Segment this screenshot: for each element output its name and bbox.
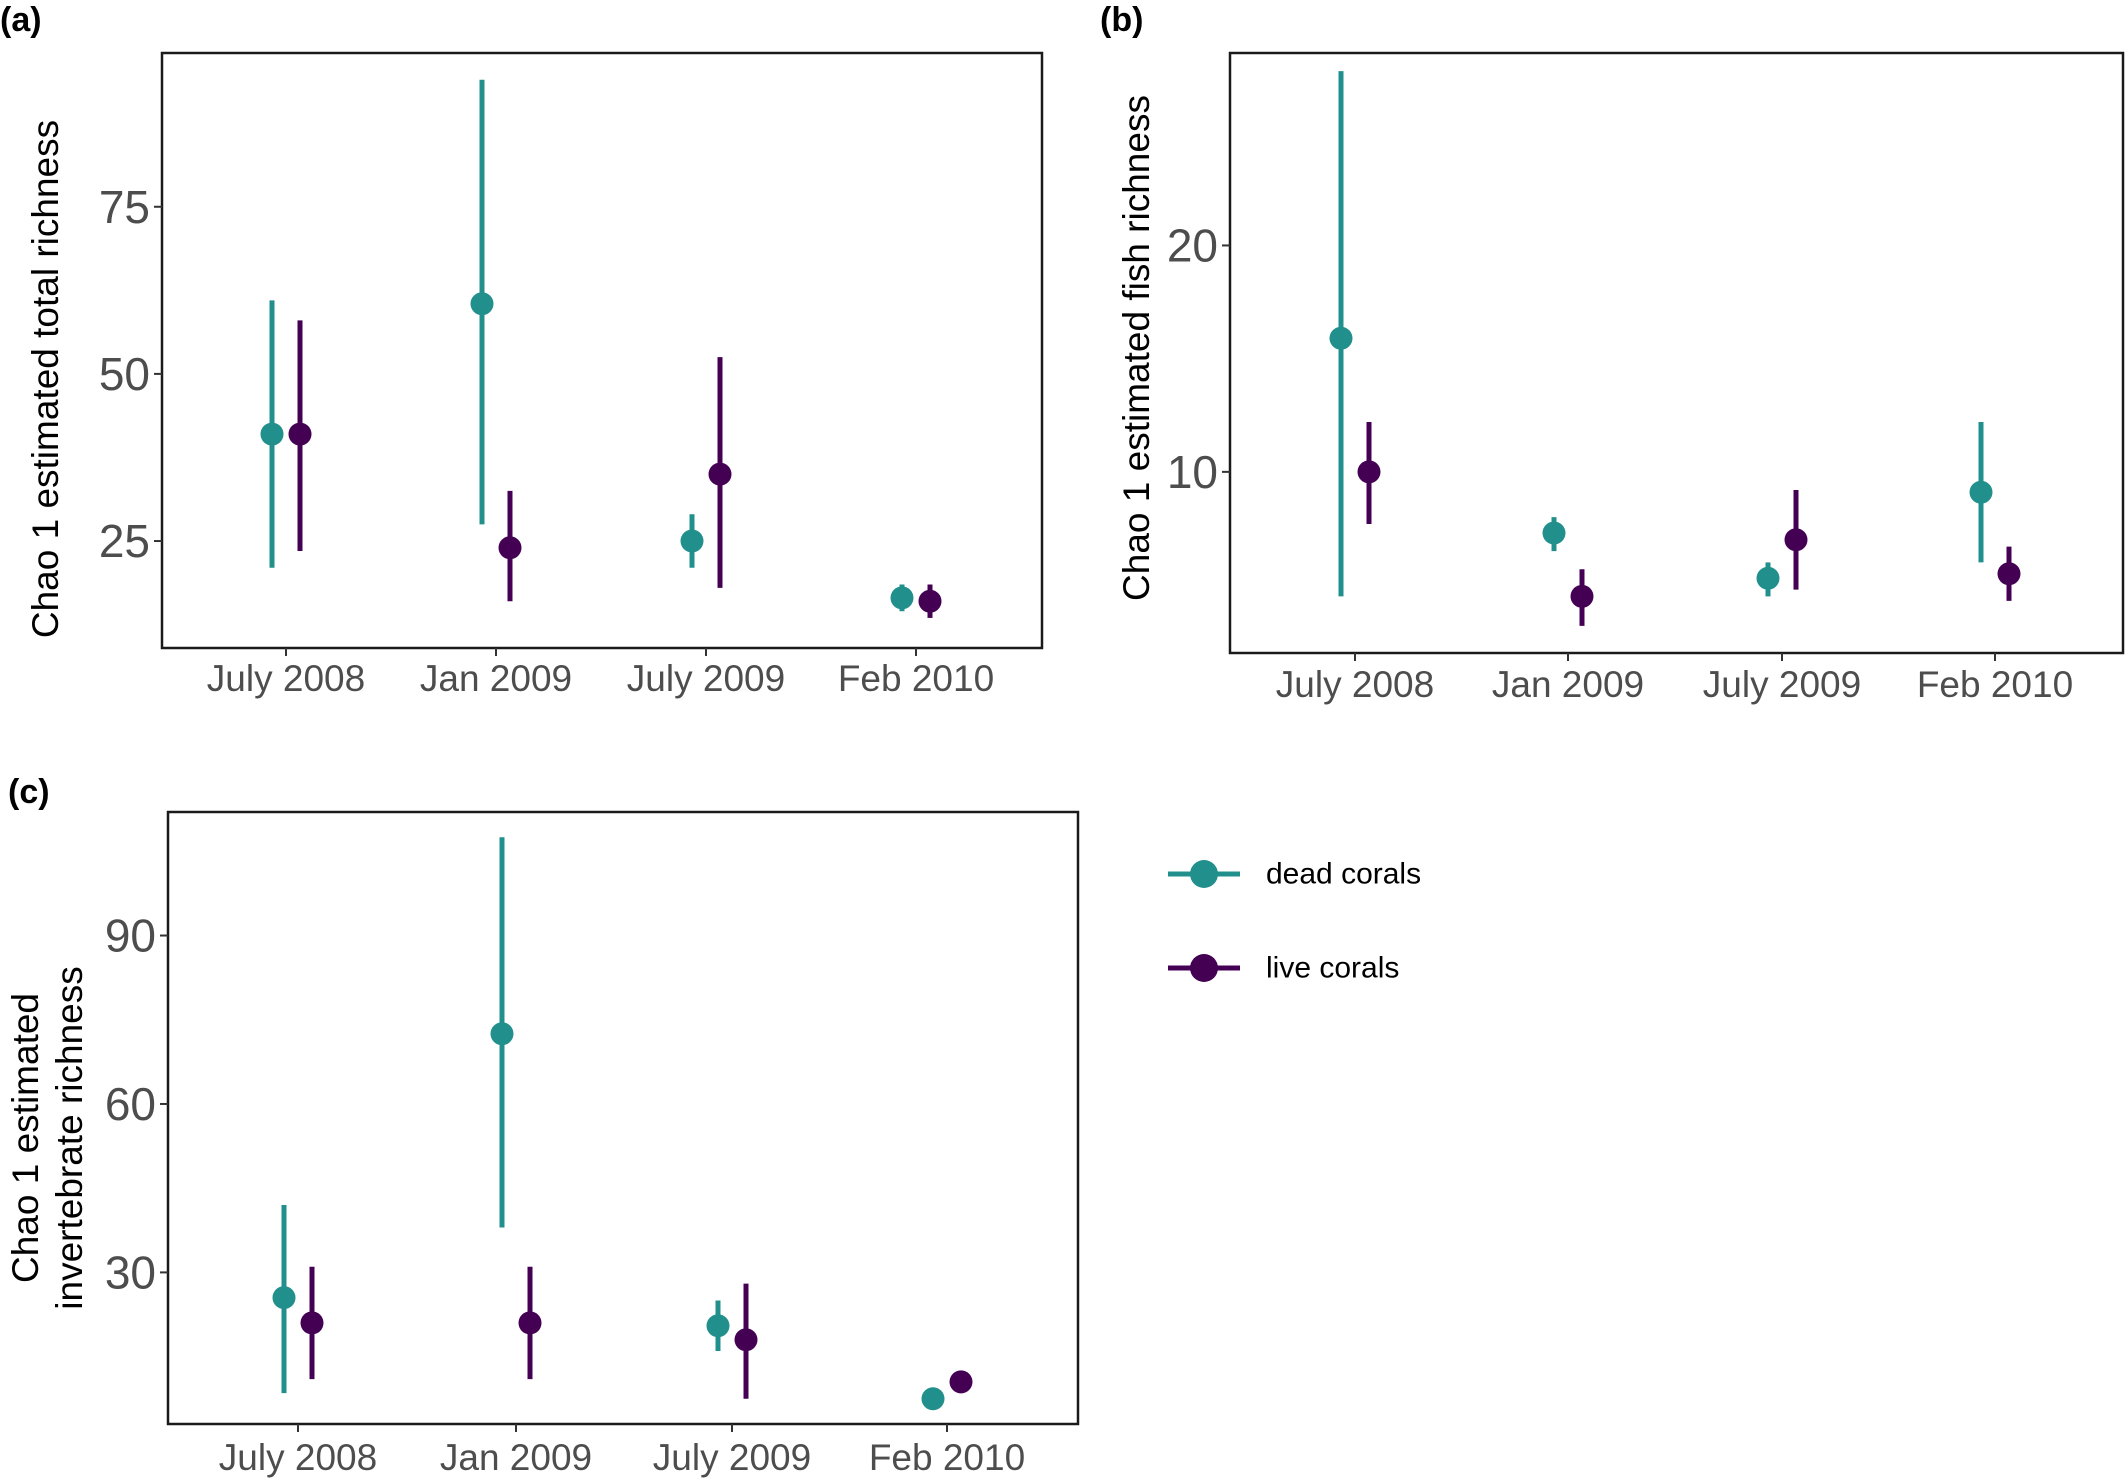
chart-panel-2: (b) 10 20 July 2008 Jan 2009 July 2009 Feb 201… <box>1100 1 2125 705</box>
y-tick-label: 90 <box>105 910 156 962</box>
y-axis-label: Chao 1 estimatedinvertebrate richness <box>5 966 90 1309</box>
plot-frame <box>160 51 1044 650</box>
series-dead <box>272 837 945 1411</box>
data-point <box>1570 584 1594 608</box>
x-tick-label: Jan 2009 <box>440 1437 592 1478</box>
data-point <box>1969 480 1993 504</box>
x-tick-label: July 2008 <box>1276 664 1434 705</box>
legend-marker <box>1190 860 1218 888</box>
x-tick-label: Feb 2010 <box>1917 664 2073 705</box>
data-point <box>680 529 704 553</box>
x-tick-label: July 2009 <box>1703 664 1861 705</box>
y-axis-label: Chao 1 estimated total richness <box>25 120 66 638</box>
y-tick-label: 30 <box>105 1246 156 1298</box>
data-point <box>1784 528 1808 552</box>
data-point <box>708 462 732 486</box>
legend-label: dead corals <box>1266 858 1421 891</box>
panel-label: (c) <box>8 773 50 811</box>
data-point <box>470 292 494 316</box>
data-point <box>518 1311 542 1335</box>
y-tick-label: 25 <box>99 515 150 567</box>
x-tick-label: Jan 2009 <box>420 658 572 699</box>
series-live <box>1357 422 2021 626</box>
data-point <box>949 1370 973 1394</box>
x-tick-label: July 2009 <box>653 1437 811 1478</box>
x-tick-label: July 2008 <box>207 658 365 699</box>
data-point <box>272 1286 296 1310</box>
legend-item-dead: dead corals <box>1168 858 1421 891</box>
y-tick-label: 10 <box>1167 446 1218 498</box>
data-point <box>1329 326 1353 350</box>
data-point <box>890 586 914 610</box>
data-point <box>260 422 284 446</box>
data-point <box>1542 521 1566 545</box>
legend-label: live corals <box>1266 952 1399 985</box>
y-tick-label: 20 <box>1167 219 1218 271</box>
panel-label: (b) <box>1100 1 1143 39</box>
chart-panel-3: (c) 30 60 90 July 2008 Jan 2009 July 2009 Feb 2… <box>5 773 1080 1478</box>
data-point <box>1357 460 1381 484</box>
x-tick-label: Jan 2009 <box>1492 664 1644 705</box>
data-point <box>490 1022 514 1046</box>
y-axis-label: Chao 1 estimated fish richness <box>1116 95 1157 601</box>
data-point <box>918 589 942 613</box>
legend-item-live: live corals <box>1168 952 1399 985</box>
series-dead <box>260 79 914 612</box>
data-point <box>1756 566 1780 590</box>
data-point <box>498 536 522 560</box>
y-tick-label: 75 <box>99 181 150 233</box>
series-live <box>300 1266 973 1399</box>
series-dead <box>1329 71 1993 597</box>
plot-frame <box>166 810 1080 1426</box>
x-tick-label: Feb 2010 <box>869 1437 1025 1478</box>
series-live <box>288 320 942 618</box>
legend-marker <box>1190 954 1218 982</box>
x-tick-label: July 2009 <box>627 658 785 699</box>
y-tick-label: 50 <box>99 348 150 400</box>
legend: dead corals live corals <box>1168 858 1421 985</box>
plot-frame <box>1228 51 2125 655</box>
panel-label: (a) <box>0 1 42 39</box>
data-point <box>706 1314 730 1338</box>
data-point <box>734 1328 758 1352</box>
data-point <box>288 422 312 446</box>
chart-panel-1: (a) 25 50 75 July 2008 Jan 2009 July 2009 Feb 2… <box>0 1 1044 699</box>
data-point <box>1997 562 2021 586</box>
x-tick-label: Feb 2010 <box>838 658 994 699</box>
data-point <box>300 1311 324 1335</box>
y-tick-label: 60 <box>105 1078 156 1130</box>
data-point <box>921 1387 945 1411</box>
x-tick-label: July 2008 <box>219 1437 377 1478</box>
